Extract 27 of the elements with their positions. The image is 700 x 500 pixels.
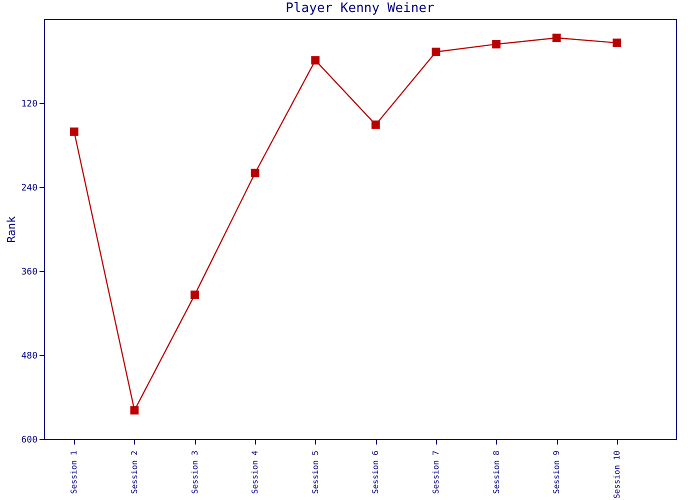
x-tick-label: Session 6 [371,450,380,494]
point [492,40,500,48]
point [552,34,561,42]
point [190,290,199,299]
x-tick-label: Session 10 [612,450,622,499]
point [371,120,380,129]
x-tick-label: Session 1 [70,450,79,494]
point [130,406,139,414]
x-tick-label: Session 7 [431,450,440,494]
point [70,128,78,136]
point [612,38,622,47]
y-tick-label: 360 [21,268,38,278]
y-tick-label: 240 [21,184,38,194]
x-tick-label: Session 3 [190,450,200,494]
chart-title: Player Kenny Weiner [286,1,435,16]
y-axis-title: Rank [5,216,18,243]
x-tick-label: Session 5 [310,450,320,494]
point [432,48,440,56]
point [311,56,320,64]
y-tick-label: 120 [21,100,38,110]
x-tick-label: Session 2 [130,450,139,494]
x-tick-label: Session 4 [250,450,260,494]
x-tick-label: Session 9 [552,450,562,494]
y-tick-label: 600 [21,436,38,446]
point [250,168,260,178]
x-tick-label: Session 8 [492,450,501,494]
y-tick-label: 480 [21,352,38,362]
